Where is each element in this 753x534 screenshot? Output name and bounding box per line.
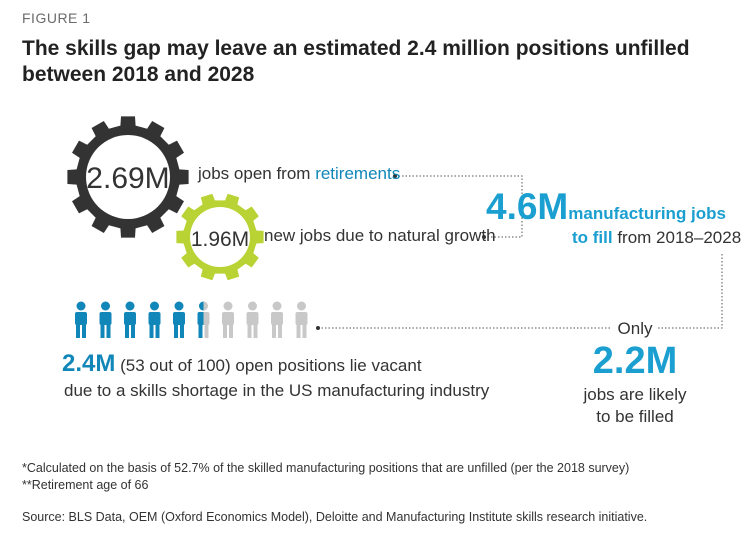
filled-block: Only 2.2M jobs are likely to be filled (575, 318, 695, 428)
vacant-value: 2.4M (62, 350, 116, 377)
retirements-text-prefix: jobs open from (198, 164, 316, 183)
person-icon (246, 301, 259, 338)
source-note: Source: BLS Data, OEM (Oxford Economics … (22, 510, 648, 524)
connector-dot-people (316, 326, 320, 330)
person-icon (148, 301, 161, 338)
connector-dot-retirements (393, 174, 397, 178)
gear-retirements-center (86, 135, 170, 219)
footnote-1: *Calculated on the basis of 52.7% of the… (22, 461, 630, 475)
retirements-description: jobs open from retirements (198, 164, 400, 184)
filled-prefix: Only (617, 319, 653, 338)
title-line-1: The skills gap may leave an estimated 2.… (22, 37, 690, 60)
vacant-line-1: 2.4M (53 out of 100) open positions lie … (62, 350, 422, 378)
retirements-value: 2.69M (86, 162, 169, 195)
total-value: 4.6M (486, 186, 569, 227)
connector-retirements (395, 175, 523, 198)
person-icon (99, 301, 112, 338)
gear-growth-center (190, 207, 250, 267)
retirements-text-highlight: retirements (315, 164, 401, 183)
connector-lines (318, 175, 723, 329)
person-icon (222, 301, 234, 338)
filled-text-2: to be filled (596, 407, 674, 426)
filled-text-1: jobs are likely (583, 385, 687, 404)
connector-filled (658, 254, 723, 329)
connector-dot-growth (482, 235, 486, 239)
people-icons (75, 301, 308, 338)
person-icon (75, 301, 87, 338)
person-icon (124, 301, 136, 338)
filled-value: 2.2M (592, 340, 678, 382)
person-icon (197, 301, 210, 338)
growth-value: 1.96M (191, 228, 249, 251)
total-label-rest: from 2018–2028 (612, 228, 742, 247)
connector-growth (484, 215, 523, 238)
footnote-2: **Retirement age of 66 (22, 478, 149, 492)
title-line-2: between 2018 and 2028 (22, 63, 255, 86)
total-label-line-2: to fill from 2018–2028 (572, 228, 741, 248)
vacant-text-1: (53 out of 100) open positions lie vacan… (115, 356, 422, 375)
figure-label: FIGURE 1 (22, 10, 91, 26)
total-label-bold-2: to fill (572, 228, 613, 247)
total-block: 4.6Mmanufacturing jobs (486, 187, 726, 227)
growth-description: new jobs due to natural growth (264, 226, 496, 245)
person-icon (295, 301, 308, 338)
figure-title: The skills gap may leave an estimated 2.… (22, 36, 742, 88)
person-icon (173, 301, 185, 338)
person-icon (271, 301, 283, 338)
vacant-line-2: due to a skills shortage in the US manuf… (64, 381, 490, 400)
total-label-bold-1: manufacturing jobs (568, 204, 726, 223)
